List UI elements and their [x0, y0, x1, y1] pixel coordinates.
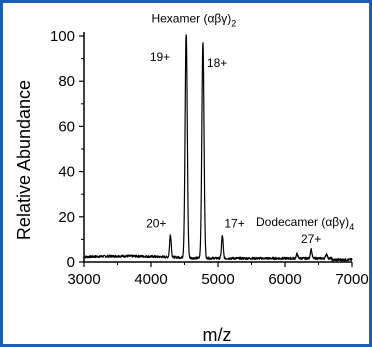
hexamer-annotation-subscript: 2: [231, 18, 236, 28]
dodecamer-annotation-subscript: 4: [349, 222, 354, 232]
x-tick-label-3000: 3000: [67, 271, 100, 288]
x-tick-label-7000: 7000: [335, 271, 368, 288]
spectrum-line: [83, 34, 353, 262]
peak-labels: 20+ 19+ 18+ 17+ 27+ Hexamer (αβγ)2 Dodecamer (…: [146, 11, 354, 246]
y-tick-label-40: 40: [58, 164, 75, 181]
x-tick-label-5000: 5000: [201, 271, 234, 288]
dodecamer-annotation-text: Dodecamer (αβγ): [256, 215, 349, 229]
y-tick-label-0: 0: [67, 254, 75, 271]
dodecamer-annotation: Dodecamer (αβγ)4: [256, 215, 354, 232]
y-tick-label-20: 20: [58, 209, 75, 226]
x-tick-label-6000: 6000: [268, 271, 301, 288]
ticks: 3000 4000 5000 6000 7000 0 20 40 60 80 100: [50, 28, 369, 288]
hexamer-annotation-text: Hexamer (αβγ): [151, 11, 231, 25]
peak-label-20plus: 20+: [146, 216, 166, 230]
peak-label-19plus: 19+: [150, 50, 170, 64]
x-tick-label-4000: 4000: [134, 271, 167, 288]
y-axis-label: Relative Abundance: [14, 80, 34, 240]
y-tick-label-60: 60: [58, 118, 75, 135]
peak-label-17plus: 17+: [224, 216, 244, 230]
y-tick-label-100: 100: [50, 28, 75, 45]
hexamer-annotation: Hexamer (αβγ)2: [151, 11, 236, 28]
peak-label-18plus: 18+: [207, 56, 227, 70]
x-axis-label: m/z: [203, 325, 232, 345]
y-tick-label-80: 80: [58, 73, 75, 90]
peak-label-27plus: 27+: [301, 232, 321, 246]
